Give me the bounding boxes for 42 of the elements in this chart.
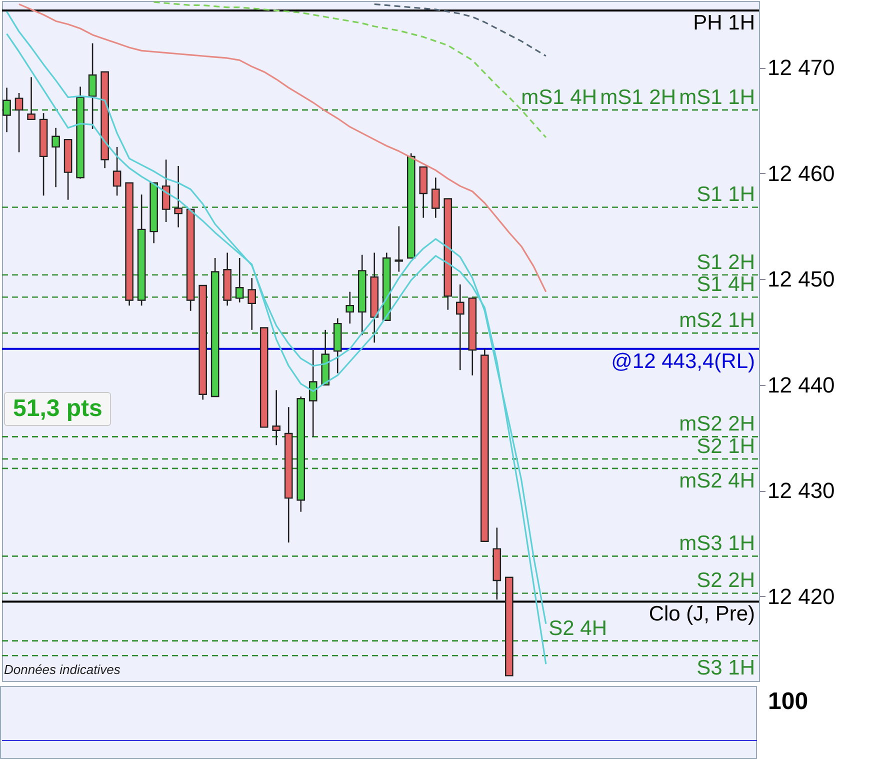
ref-line-label: S2 1H [696, 434, 755, 458]
candlestick [248, 277, 256, 331]
y-tick-label: 12 460 [768, 160, 835, 186]
ref-line-label: S1 1H [696, 183, 755, 206]
candlestick [52, 127, 60, 188]
ref-line-label: mS3 1H [679, 532, 755, 556]
candlestick [394, 226, 404, 272]
candlestick [431, 176, 440, 218]
y-tick-label: 12 470 [768, 55, 835, 80]
candlestick [346, 291, 354, 324]
ref-line-label: mS2 1H [679, 309, 755, 332]
ref-line-label: @12 443,4(RL) [611, 350, 755, 373]
annotation: mS1 2H [600, 86, 676, 109]
candlestick [174, 165, 182, 228]
candlestick [14, 92, 24, 153]
candlestick [112, 146, 122, 196]
ref-line-label: PH 1H [693, 12, 755, 35]
candlestick [308, 349, 318, 438]
ref-line-label: S2 2H [696, 569, 755, 592]
text: 100 [768, 688, 808, 716]
candlestick [27, 76, 36, 120]
y-tick-label: 12 420 [768, 584, 835, 609]
ref-line-label: S1 2H [696, 250, 755, 274]
candlestick [88, 42, 97, 130]
candlestick [456, 284, 464, 371]
line-series [374, 3, 547, 57]
ref-line-label: Clo (J, Pre) [648, 602, 755, 626]
ref-line-label: mS2 2H [679, 412, 755, 436]
y-tick-label: 12 450 [768, 266, 835, 292]
candlestick [2, 87, 11, 133]
ref-line-label: S1 4H [696, 273, 755, 296]
ref-line-label: S3 1H [696, 656, 755, 680]
annotation: mS1 4H [521, 86, 597, 109]
ref-line-label: mS1 1H [679, 86, 755, 109]
y-tick-label: 12 440 [768, 372, 835, 398]
candlestick [272, 390, 280, 446]
ref-line-label: mS2 4H [679, 469, 755, 492]
y-tick-label: 12 430 [768, 478, 835, 504]
candlestick [235, 257, 244, 304]
ref-line-label: S2 4H [548, 616, 607, 640]
annotation: 51,3 pts [4, 392, 112, 426]
annotation: Données indicatives [4, 662, 120, 677]
